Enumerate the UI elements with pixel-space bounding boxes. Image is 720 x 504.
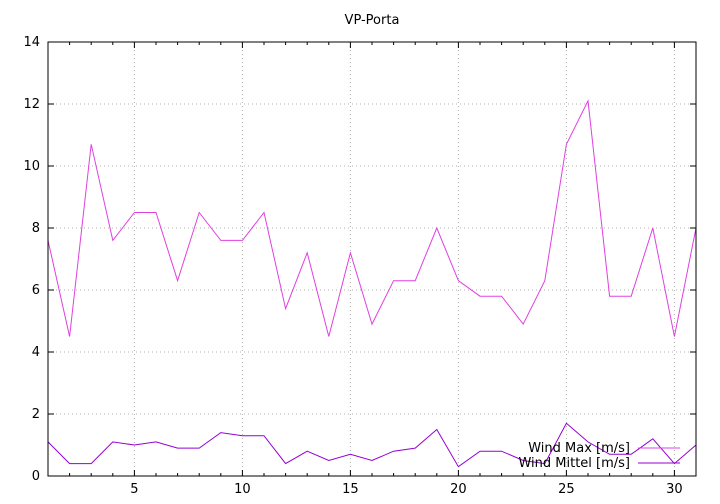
y-tick-label: 12: [23, 97, 40, 112]
x-tick-label: 15: [342, 482, 359, 497]
legend: Wind Max [m/s]Wind Mittel [m/s]: [518, 441, 680, 471]
y-tick-label: 2: [32, 407, 40, 422]
y-tick-label: 10: [23, 159, 40, 174]
x-tick-label: 10: [234, 482, 251, 497]
legend-label: Wind Max [m/s]: [528, 441, 630, 456]
y-tick-label: 8: [32, 221, 40, 236]
y-tick-label: 4: [32, 345, 40, 360]
x-tick-label: 5: [130, 482, 138, 497]
series-layer: [47, 99, 697, 468]
x-tick-label: 20: [450, 482, 467, 497]
y-tick-label: 14: [23, 35, 40, 50]
y-tick-label: 0: [32, 469, 40, 484]
y-tick-label: 6: [32, 283, 40, 298]
grid: [48, 42, 696, 476]
chart-title: VP-Porta: [345, 13, 400, 28]
plot-frame: [47, 41, 697, 477]
series-line-2: [47, 422, 697, 468]
x-tick-label: 25: [558, 482, 575, 497]
legend-label: Wind Mittel [m/s]: [518, 456, 630, 471]
x-tick-label: 30: [666, 482, 683, 497]
axes: 0 2 4 6 8 10 12 14 5 10 15 20 25 30: [23, 35, 697, 497]
series-line-1: [47, 99, 697, 337]
